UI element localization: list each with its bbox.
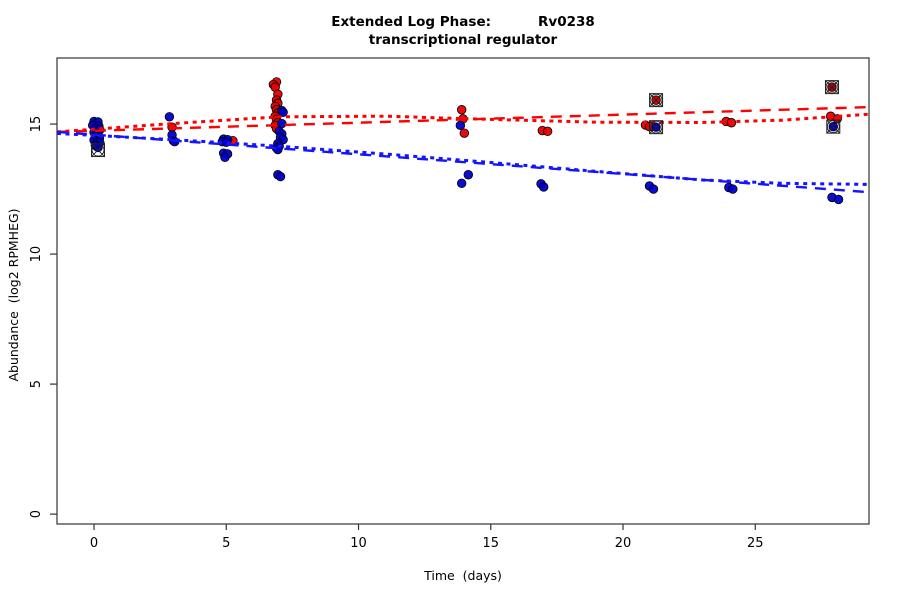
data-point-condition-blue — [277, 118, 287, 129]
outlier-circle — [91, 143, 105, 157]
outlier-circle — [825, 80, 839, 94]
chart-title-line1: Extended Log Phase: Rv0238 — [331, 14, 595, 30]
x-tick-label: 25 — [747, 536, 764, 551]
data-point-condition-blue — [455, 120, 466, 131]
y-tick-label: 10 — [29, 246, 44, 263]
data-point-condition-blue — [648, 184, 659, 194]
x-axis-label: Time (days) — [424, 568, 502, 583]
data-point-condition-blue — [220, 152, 230, 163]
trend-line-blue-smooth-fit — [56, 131, 870, 186]
x-tick-label: 0 — [90, 536, 98, 551]
data-point-condition-blue — [456, 178, 467, 189]
trend-line-red-linear-fit — [56, 105, 870, 134]
data-point-condition-blue — [164, 112, 175, 122]
data-point-condition-blue — [728, 184, 738, 194]
x-tick-label: 10 — [350, 536, 367, 551]
data-point-condition-blue — [463, 170, 473, 180]
outlier-circle — [649, 120, 663, 134]
trend-line-blue-linear-fit — [56, 130, 870, 194]
data-point-condition-blue — [278, 107, 288, 118]
data-point-condition-blue — [833, 194, 844, 205]
plot-border — [56, 57, 870, 525]
plot-layer: 0 5 10 15 20 25 0 5 10 15 — [29, 57, 870, 551]
data-point-condition-blue — [275, 171, 286, 182]
outlier-circle — [649, 93, 663, 107]
data-point-condition-blue — [538, 182, 549, 192]
outlier-circle — [826, 120, 840, 134]
x-tick-label: 20 — [615, 536, 632, 551]
y-tick-label: 15 — [29, 116, 44, 133]
x-tick-label: 5 — [222, 536, 230, 551]
data-point-condition-red — [456, 105, 467, 115]
y-tick-label: 5 — [29, 380, 44, 388]
data-point-condition-red — [542, 126, 553, 137]
chart-title: Extended Log Phase: Rv0238 transcription… — [57, 13, 869, 49]
data-point-condition-red — [459, 128, 470, 138]
y-tick-label: 0 — [29, 510, 44, 518]
x-tick-label: 15 — [482, 536, 499, 551]
trend-line-red-smooth-fit — [56, 112, 870, 134]
chart-title-line2: transcriptional regulator — [368, 32, 558, 48]
